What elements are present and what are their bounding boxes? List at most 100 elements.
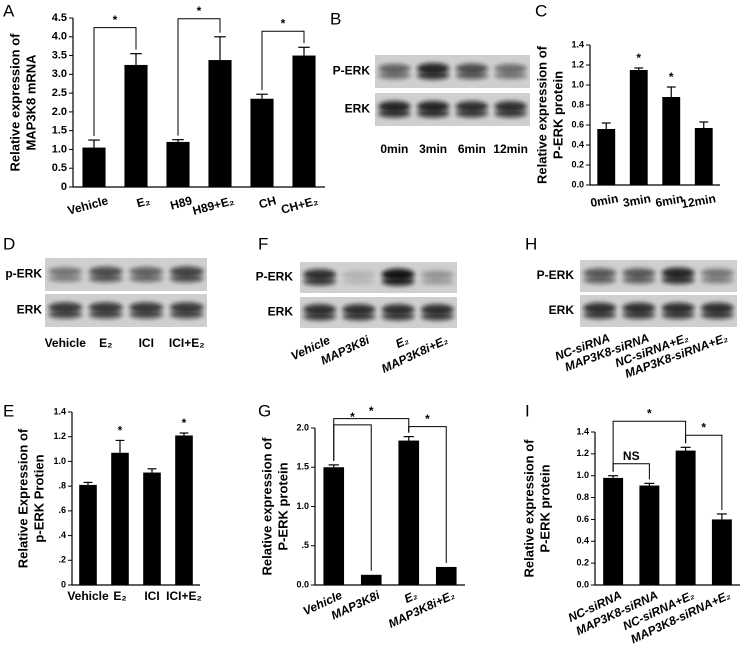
panel-letter: H <box>525 234 537 253</box>
y-tick-label: .8 <box>58 481 66 491</box>
y-axis-label: p-ERK Protien <box>31 454 46 542</box>
blot-band <box>169 274 204 283</box>
blot-band <box>303 269 337 280</box>
significance-bracket <box>93 27 137 137</box>
significance-mark: * <box>636 51 641 65</box>
panel-letter: F <box>258 234 268 253</box>
blot-band <box>378 100 411 113</box>
blot-band <box>129 310 164 319</box>
y-tick-label: 0.8 <box>571 99 584 109</box>
panel-letter: G <box>258 401 271 420</box>
blot-row-label: ERK <box>268 305 294 319</box>
blot-band <box>622 302 656 314</box>
blot-band <box>129 266 164 277</box>
error-bar <box>179 432 189 436</box>
x-tick-label: CH+E₂ <box>280 193 320 216</box>
blot-band <box>455 71 489 80</box>
x-tick-label: 0min <box>589 191 619 210</box>
blot-band <box>169 266 204 277</box>
y-tick-label: 0.5 <box>52 162 67 174</box>
bar <box>79 484 97 585</box>
bar <box>124 64 148 187</box>
x-tick-label: 6min <box>654 191 684 210</box>
x-tick-label: H89 <box>169 193 194 212</box>
x-tick-label: E₂ <box>113 589 126 603</box>
significance-label: * <box>369 404 374 418</box>
error-bar <box>699 121 709 128</box>
significance-mark: * <box>182 416 187 430</box>
significance-bracket <box>177 18 221 136</box>
blot-band <box>129 302 164 313</box>
blot-band <box>303 312 337 321</box>
significance-bracket <box>333 418 410 461</box>
error-bar <box>214 36 226 61</box>
blot-lane-label: E₂ <box>99 336 112 350</box>
bar <box>603 477 624 585</box>
error-bar <box>115 439 125 453</box>
blot-lane-label: 12min <box>493 142 528 156</box>
bar <box>323 467 345 585</box>
y-tick-label: 0.0 <box>576 579 589 589</box>
blot-band <box>303 304 337 315</box>
western-blot: B P-ERK ERK 0min 3min 6min 12min <box>330 9 530 156</box>
bar-chart: C 0.0 0.2 0.4 0.6 0.8 1.0 1.2 1.4 Relative expres… <box>534 1 720 211</box>
y-tick-label: 1.0 <box>576 470 589 480</box>
blot-row-label: ERK <box>549 303 575 317</box>
error-bar <box>666 86 676 97</box>
blot-band <box>420 304 454 315</box>
panel-letter: E <box>3 401 14 420</box>
x-tick-label: 3min <box>622 191 652 210</box>
error-bar <box>88 139 100 148</box>
blot-band <box>378 109 411 118</box>
y-axis-label: MAP3K8 mRNA <box>23 54 38 151</box>
bar <box>629 70 648 185</box>
blot-band <box>494 101 527 112</box>
blot-band <box>381 268 415 281</box>
blot-band <box>48 310 83 319</box>
y-tick-label: 0.4 <box>576 536 589 546</box>
y-axis-label: P-ERK protein <box>550 71 565 159</box>
y-tick-label: 3.0 <box>52 68 67 80</box>
y-tick-label: 1.4 <box>576 426 589 436</box>
y-tick-label: 0.2 <box>576 558 589 568</box>
bar <box>208 60 232 187</box>
error-bar <box>644 482 655 486</box>
blot-lane-label: 0min <box>380 142 408 156</box>
blot-band <box>622 268 656 278</box>
blot-band <box>416 62 450 75</box>
blot-band <box>48 267 83 276</box>
blot-band <box>700 302 734 314</box>
blot-band <box>342 271 376 278</box>
bar <box>639 485 660 585</box>
blot-band <box>381 312 415 321</box>
blot-band <box>88 266 123 277</box>
panel-letter: B <box>330 9 341 28</box>
blot-band <box>342 278 376 285</box>
blot-band <box>169 302 204 313</box>
y-axis-label: Relative expression of <box>521 439 536 578</box>
blot-band <box>583 276 617 284</box>
blot-band <box>661 275 695 285</box>
blot-lane-label: 6min <box>458 142 486 156</box>
x-tick-label: ICI <box>144 589 159 603</box>
y-tick-label: 1.5 <box>52 125 67 137</box>
significance-label: * <box>197 4 202 18</box>
bar-chart: E 0 .2 .4 .6 .8 1.0 1.2 1.4 Relative Expression o… <box>3 401 202 603</box>
x-tick-label: MAP3K8i+E₂ <box>386 588 457 631</box>
blot-band <box>494 72 527 79</box>
blot-band <box>661 302 695 314</box>
y-tick-label: 0.0 <box>296 579 309 589</box>
panel-letter: I <box>525 401 530 420</box>
error-bar <box>634 67 644 70</box>
bar <box>250 98 274 187</box>
error-bar <box>256 93 268 99</box>
bar <box>143 472 161 585</box>
blot-band <box>622 310 656 320</box>
bar <box>166 141 190 187</box>
y-tick-label: .4 <box>58 530 66 540</box>
blot-lane-label: MAP3K8i+E₂ <box>379 333 450 376</box>
error-bar <box>130 53 142 65</box>
y-tick-label: 0.4 <box>571 139 584 149</box>
blot-band <box>88 274 123 283</box>
panel-letter: A <box>3 1 15 20</box>
